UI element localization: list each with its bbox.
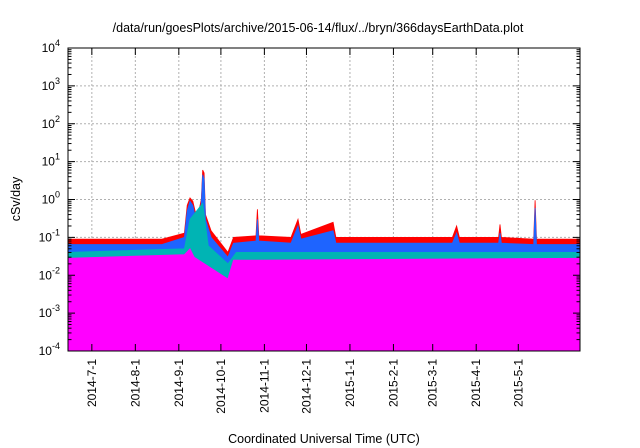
y-tick-label: 10-3 bbox=[39, 303, 60, 320]
y-tick-label: 103 bbox=[42, 76, 60, 93]
x-tick-label: 2015-1-1 bbox=[343, 359, 357, 407]
x-axis: 2014-7-1 2014-8-1 2014-9-1 2014-10-1 2014-11… bbox=[85, 48, 525, 414]
x-tick-label: 2014-12-1 bbox=[299, 359, 313, 414]
x-axis-label: Coordinated Universal Time (UTC) bbox=[228, 432, 420, 446]
y-tick-label: 10-2 bbox=[39, 265, 60, 282]
y-axis-label: cSv/day bbox=[9, 176, 23, 221]
series-layer bbox=[67, 169, 581, 352]
x-tick-label: 2014-9-1 bbox=[172, 359, 186, 407]
y-tick-label: 102 bbox=[42, 114, 60, 131]
chart-title: /data/run/goesPlots/archive/2015-06-14/f… bbox=[113, 21, 524, 35]
x-tick-label: 2015-5-1 bbox=[511, 359, 525, 407]
y-tick-label: 10-4 bbox=[39, 341, 60, 358]
x-tick-label: 2015-4-1 bbox=[469, 359, 483, 407]
x-tick-label: 2014-8-1 bbox=[128, 359, 142, 407]
y-tick-label: 100 bbox=[42, 190, 60, 207]
x-tick-label: 2014-7-1 bbox=[85, 359, 99, 407]
series-dropouts bbox=[68, 290, 575, 351]
x-tick-label: 2014-10-1 bbox=[214, 359, 228, 414]
y-tick-label: 10-1 bbox=[39, 227, 60, 244]
y-axis: 10-4 10-3 10-2 10-1 100 101 102 103 104 bbox=[39, 38, 580, 358]
x-tick-label: 2015-2-1 bbox=[386, 359, 400, 407]
y-tick-label: 101 bbox=[42, 152, 60, 169]
y-tick-label: 104 bbox=[42, 38, 60, 55]
x-tick-label: 2015-3-1 bbox=[426, 359, 440, 407]
x-tick-label: 2014-11-1 bbox=[257, 359, 271, 413]
